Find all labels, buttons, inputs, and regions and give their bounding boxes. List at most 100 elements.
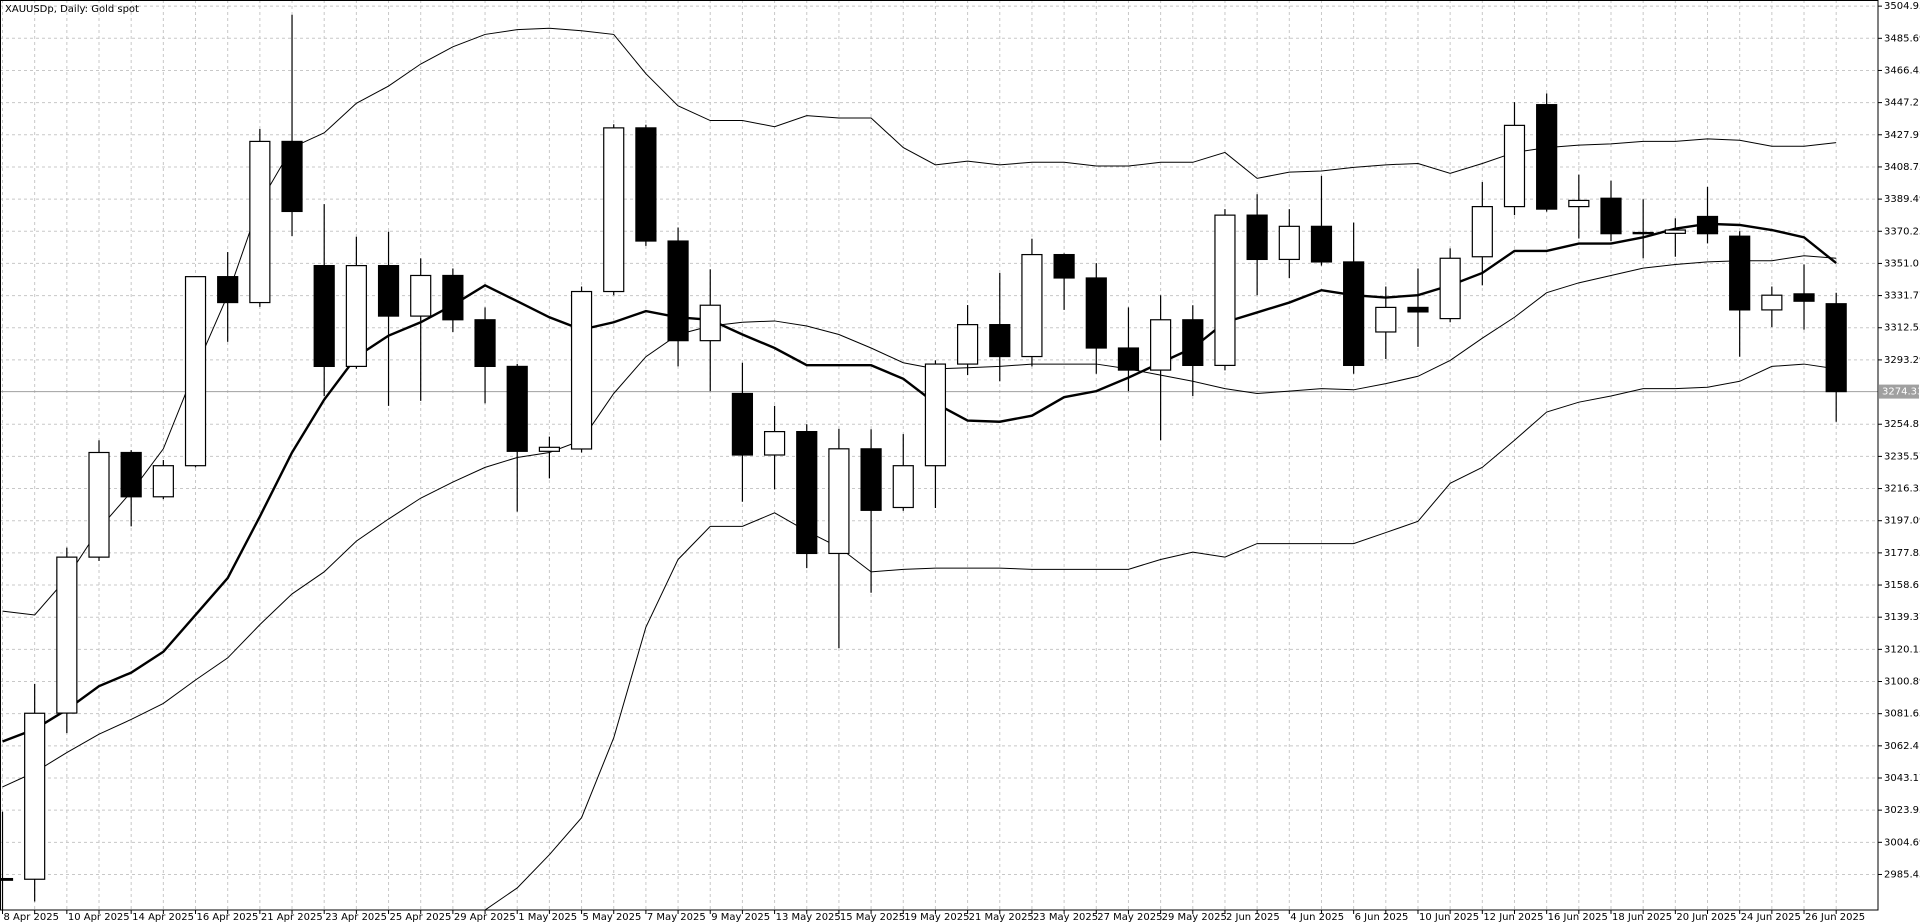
- x-tick-label: 18 Jun 2025: [1612, 912, 1672, 923]
- candle-body: [1310, 225, 1333, 263]
- candle-body: [1439, 257, 1461, 320]
- y-tick-label: 3120.13: [1884, 644, 1920, 655]
- candle-body: [828, 448, 850, 555]
- y-tick-label: 2985.45: [1884, 869, 1920, 880]
- y-tick-label: 3139.37: [1884, 612, 1920, 623]
- x-tick-label: 21 Apr 2025: [261, 912, 323, 923]
- x-tick-label: 23 May 2025: [1033, 912, 1098, 923]
- x-tick-label: 27 May 2025: [1097, 912, 1162, 923]
- candle-body: [281, 140, 303, 213]
- y-tick-label: 3023.93: [1884, 805, 1920, 816]
- x-tick-label: 13 May 2025: [776, 912, 841, 923]
- candle-body: [989, 324, 1011, 358]
- y-tick-label: 3043.17: [1884, 773, 1920, 784]
- y-tick-label: 3216.33: [1884, 484, 1920, 495]
- candle-body: [1343, 261, 1365, 367]
- candle-body: [56, 556, 78, 714]
- candle-body: [635, 127, 657, 242]
- y-tick-label: 3389.49: [1884, 194, 1920, 205]
- candle-body: [442, 274, 464, 321]
- x-tick-label: 6 Jun 2025: [1355, 912, 1409, 923]
- candle-body: [377, 265, 400, 317]
- y-tick-label: 3504.93: [1884, 1, 1920, 12]
- candle-body: [1407, 306, 1429, 313]
- x-tick-label: 10 Jun 2025: [1419, 912, 1479, 923]
- x-tick-label: 29 Apr 2025: [454, 912, 516, 923]
- candle-body: [1664, 229, 1686, 234]
- candle-body: [1182, 319, 1204, 367]
- current-price-box: [1879, 384, 1919, 399]
- candle-body: [1600, 197, 1622, 235]
- candle-body: [1117, 347, 1140, 371]
- candle-body: [1246, 214, 1268, 261]
- x-tick-label: 29 May 2025: [1162, 912, 1227, 923]
- plot-frame: [0, 0, 1879, 911]
- candle-body: [1021, 253, 1043, 358]
- candle-body: [1536, 104, 1558, 210]
- current-price-label: 3274.33: [1882, 387, 1920, 398]
- y-tick-label: 3081.65: [1884, 709, 1920, 720]
- candle-body: [1761, 294, 1783, 311]
- band-line: [2, 255, 1837, 788]
- candle-body: [24, 712, 46, 880]
- y-tick-label: 3331.77: [1884, 291, 1920, 302]
- candle-body: [1825, 303, 1847, 393]
- candle-body: [88, 451, 110, 558]
- candle-body: [1568, 199, 1590, 208]
- candle-body: [731, 392, 754, 456]
- candle-body: [0, 877, 14, 881]
- x-tick-label: 2 Jun 2025: [1226, 912, 1280, 923]
- y-tick-label: 3408.73: [1884, 162, 1920, 173]
- candle-body: [763, 430, 786, 456]
- candle-body: [1214, 214, 1236, 367]
- y-tick-label: 3427.97: [1884, 130, 1920, 141]
- plot-area: [0, 14, 1878, 910]
- candle-body: [796, 430, 818, 555]
- candle-body: [120, 451, 142, 498]
- candle-body: [249, 140, 271, 304]
- y-tick-label: 3254.81: [1884, 419, 1920, 430]
- candle-body: [1729, 235, 1751, 311]
- y-tick-label: 3197.09: [1884, 516, 1920, 527]
- candle-body: [313, 265, 335, 368]
- x-tick-label: 7 May 2025: [647, 912, 706, 923]
- y-tick-label: 3293.29: [1884, 355, 1920, 366]
- candle-body: [1053, 253, 1075, 279]
- candle-body: [956, 324, 979, 365]
- candle-body: [410, 274, 432, 317]
- x-tick-label: 23 Apr 2025: [325, 912, 387, 923]
- candle-body: [570, 290, 593, 450]
- y-tick-label: 3370.25: [1884, 226, 1920, 237]
- y-tick-label: 3158.61: [1884, 580, 1920, 591]
- candle-body: [474, 319, 496, 368]
- x-tick-label: 21 May 2025: [969, 912, 1034, 923]
- y-tick-label: 3177.85: [1884, 548, 1920, 559]
- y-tick-label: 3100.89: [1884, 677, 1920, 688]
- x-tick-label: 16 Apr 2025: [197, 912, 259, 923]
- x-tick-label: 4 Jun 2025: [1290, 912, 1344, 923]
- y-tick-label: 3004.69: [1884, 837, 1920, 848]
- candle-body: [1696, 215, 1719, 235]
- candle-body: [699, 304, 721, 342]
- x-tick-label: 14 Apr 2025: [132, 912, 194, 923]
- candle-body: [1793, 293, 1815, 302]
- candle-body: [924, 363, 947, 467]
- band-line: [2, 27, 1837, 616]
- candle-body: [1375, 306, 1397, 333]
- x-tick-label: 9 May 2025: [711, 912, 770, 923]
- y-tick-label: 3062.41: [1884, 741, 1920, 752]
- x-tick-label: 8 Apr 2025: [4, 912, 59, 923]
- candle-body: [892, 465, 914, 509]
- x-tick-label: 12 Jun 2025: [1483, 912, 1543, 923]
- y-tick-label: 3447.21: [1884, 98, 1920, 109]
- candle-body: [603, 127, 625, 293]
- band-line: [484, 363, 1837, 910]
- candle-body: [184, 276, 207, 467]
- y-tick-label: 3466.45: [1884, 65, 1920, 76]
- candle-body: [217, 276, 239, 304]
- x-tick-label: 20 Jun 2025: [1676, 912, 1736, 923]
- y-tick-label: 3485.69: [1884, 33, 1920, 44]
- candle-body: [667, 240, 689, 342]
- moving-average-line: [2, 222, 1837, 743]
